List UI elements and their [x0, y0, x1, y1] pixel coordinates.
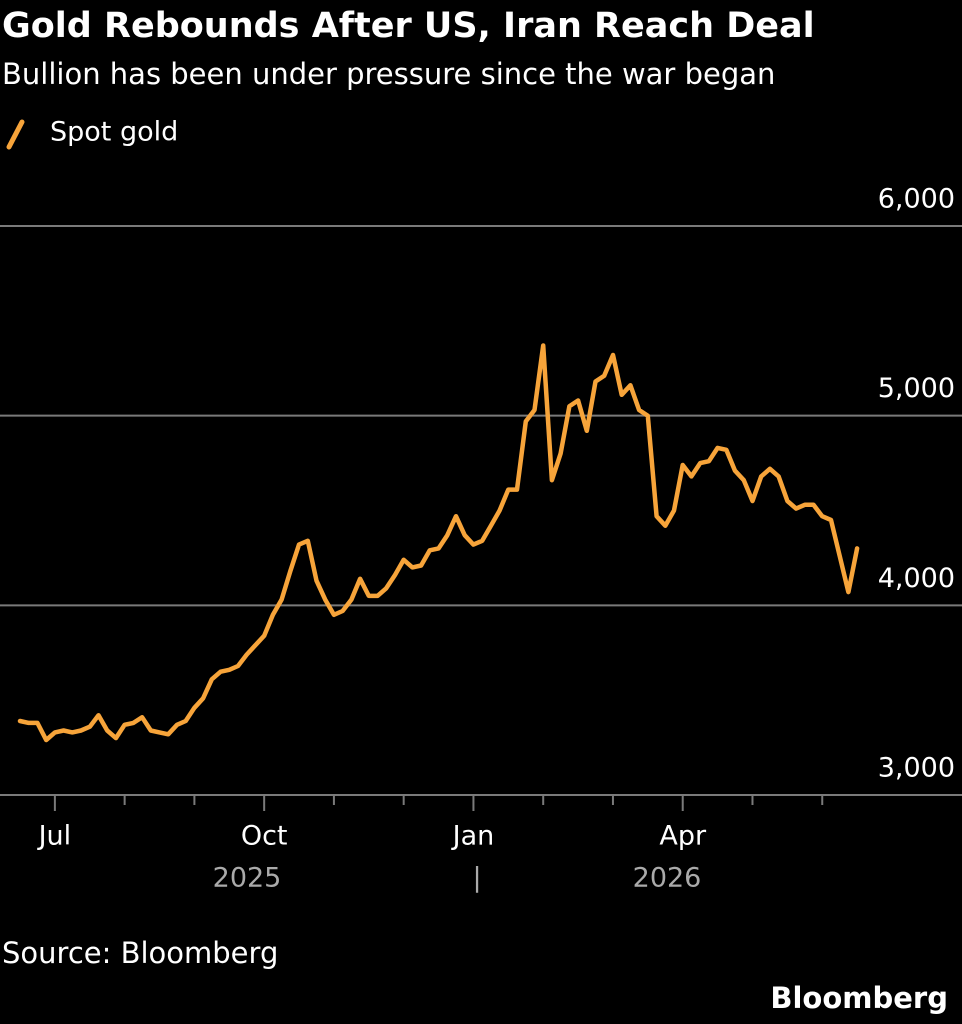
legend-swatch — [6, 119, 25, 150]
x-tick-label: Oct — [241, 821, 288, 852]
x-group-label: | — [472, 863, 481, 894]
chart-title: Gold Rebounds After US, Iran Reach Deal — [2, 6, 815, 46]
legend-label: Spot gold — [50, 117, 178, 148]
chart-subtitle: Bullion has been under pressure since th… — [2, 57, 775, 91]
x-group-label: 2025 — [213, 863, 282, 894]
x-tick-label: Apr — [659, 821, 707, 852]
x-group-label: 2026 — [633, 863, 702, 894]
y-tick-label: 6,000 — [878, 184, 955, 215]
source: Source: Bloomberg — [2, 936, 278, 970]
x-tick-label: Jul — [37, 821, 72, 852]
x-tick-label: Jan — [451, 821, 495, 852]
y-tick-label: 4,000 — [878, 563, 955, 594]
y-tick-label: 3,000 — [878, 753, 955, 784]
line-series — [17, 343, 860, 743]
y-tick-label: 5,000 — [878, 373, 955, 404]
brand: Bloomberg — [770, 981, 948, 1015]
